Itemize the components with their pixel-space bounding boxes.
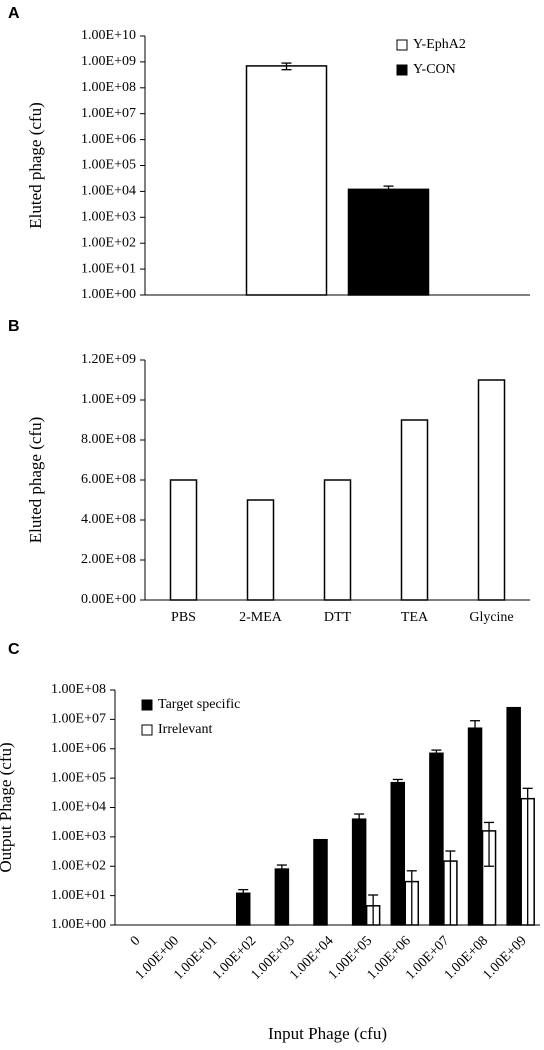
legend-swatch bbox=[141, 724, 153, 736]
y-tick-label: 1.00E+01 bbox=[81, 261, 136, 276]
bar bbox=[390, 781, 406, 926]
bar bbox=[313, 838, 328, 926]
error-bar bbox=[470, 720, 481, 750]
y-tick-label: 1.00E+08 bbox=[81, 80, 136, 95]
legend-label: Irrelevant bbox=[158, 722, 213, 737]
y-tick-label: 1.00E+00 bbox=[51, 917, 106, 932]
y-tick-label: 1.00E+05 bbox=[51, 770, 106, 785]
x-tick-label: 2-MEA bbox=[239, 610, 283, 625]
y-tick-label: 1.00E+07 bbox=[81, 106, 136, 121]
error-bar bbox=[522, 787, 533, 925]
x-tick-label: TEA bbox=[401, 610, 429, 625]
y-tick-label: 1.00E+06 bbox=[51, 741, 106, 756]
y-tick-label: 1.00E+07 bbox=[51, 712, 106, 727]
bar bbox=[477, 379, 506, 601]
error-bar bbox=[431, 749, 442, 759]
legend-label: Y-CON bbox=[413, 62, 456, 77]
x-tick-label: PBS bbox=[171, 610, 196, 625]
bar bbox=[351, 818, 367, 926]
y-tick-label: 1.00E+02 bbox=[51, 858, 106, 873]
legend-swatch bbox=[396, 39, 408, 51]
y-tick-label: 1.20E+09 bbox=[81, 352, 136, 367]
y-tick-label: 1.00E+09 bbox=[81, 392, 136, 407]
error-bar bbox=[383, 185, 394, 195]
error-bar bbox=[276, 864, 287, 876]
x-tick-label: DTT bbox=[324, 610, 352, 625]
y-axis-label: Eluted phage (cfu) bbox=[26, 102, 45, 229]
y-tick-label: 1.00E+00 bbox=[81, 287, 136, 302]
y-tick-label: 1.00E+03 bbox=[81, 210, 136, 225]
y-tick-label: 1.00E+01 bbox=[51, 888, 106, 903]
bar bbox=[467, 727, 483, 926]
y-tick-label: 1.00E+09 bbox=[81, 54, 136, 69]
y-tick-label: 1.00E+03 bbox=[51, 829, 106, 844]
y-axis-label: Output Phage (cfu) bbox=[0, 742, 15, 872]
y-tick-label: 6.00E+08 bbox=[81, 472, 136, 487]
panel-label: A bbox=[8, 5, 20, 22]
y-tick-label: 1.00E+05 bbox=[81, 158, 136, 173]
bar bbox=[323, 479, 352, 601]
legend-label: Target specific bbox=[158, 697, 240, 712]
panel-label: B bbox=[8, 318, 20, 335]
error-bar bbox=[238, 888, 249, 900]
y-tick-label: 4.00E+08 bbox=[81, 512, 136, 527]
error-bar bbox=[281, 62, 292, 71]
panel-label: C bbox=[8, 641, 20, 658]
y-tick-label: 1.00E+06 bbox=[81, 132, 136, 147]
error-bar bbox=[484, 821, 495, 867]
x-tick-label: 0 bbox=[128, 933, 144, 949]
y-tick-label: 1.00E+02 bbox=[81, 235, 136, 250]
y-tick-label: 1.00E+10 bbox=[81, 28, 136, 43]
error-bar bbox=[392, 778, 403, 788]
legend-swatch bbox=[141, 699, 153, 711]
x-tick-label: Glycine bbox=[469, 610, 513, 625]
error-bar bbox=[406, 870, 417, 925]
bar bbox=[245, 65, 328, 296]
bar bbox=[429, 752, 444, 926]
y-tick-label: 1.00E+04 bbox=[81, 184, 136, 199]
y-tick-label: 8.00E+08 bbox=[81, 432, 136, 447]
y-tick-label: 1.00E+04 bbox=[51, 800, 106, 815]
error-bar bbox=[354, 813, 365, 829]
y-tick-label: 2.00E+08 bbox=[81, 552, 136, 567]
legend-label: Y-EphA2 bbox=[413, 37, 466, 52]
y-tick-label: 0.00E+00 bbox=[81, 592, 136, 607]
legend-swatch bbox=[396, 64, 408, 76]
bar bbox=[506, 706, 521, 926]
error-bar bbox=[368, 894, 379, 925]
bar bbox=[347, 188, 430, 296]
y-tick-label: 1.00E+08 bbox=[51, 682, 106, 697]
bar bbox=[274, 868, 290, 926]
bar bbox=[400, 419, 429, 601]
error-bar bbox=[445, 850, 456, 925]
y-axis-label: Eluted phage (cfu) bbox=[26, 417, 45, 544]
x-axis-label: Input Phage (cfu) bbox=[268, 1024, 387, 1043]
bar bbox=[246, 499, 275, 601]
bar bbox=[169, 479, 198, 601]
